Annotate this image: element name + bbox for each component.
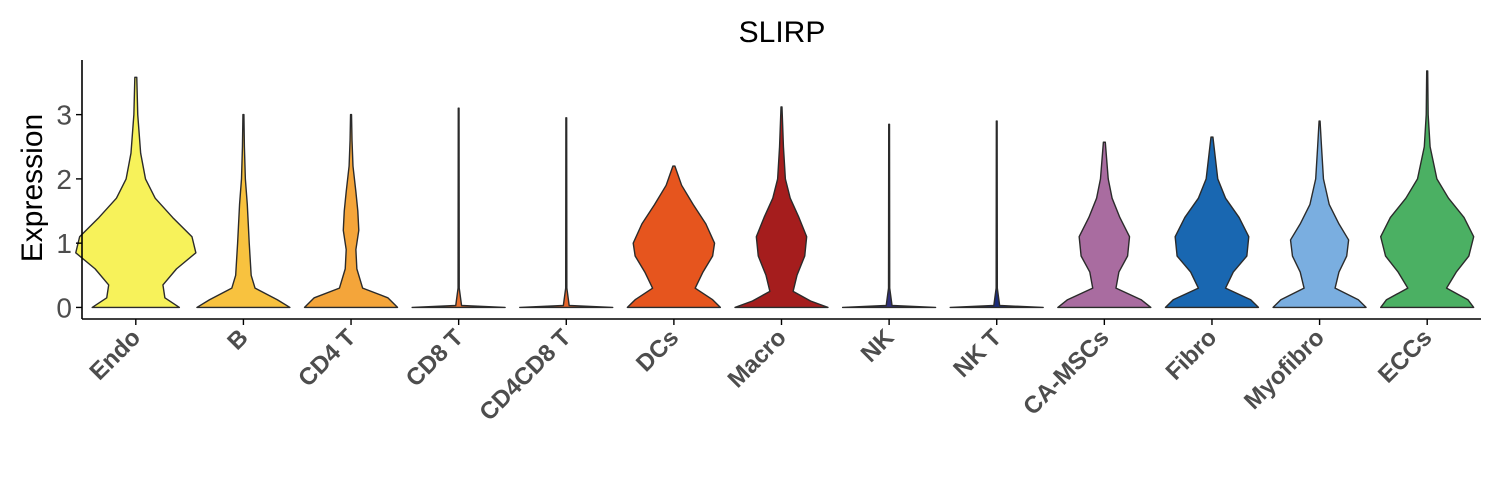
y-tick-label: 2 bbox=[56, 164, 72, 195]
x-tick-label: CA-MSCs bbox=[1018, 324, 1114, 420]
y-tick-label: 0 bbox=[56, 292, 72, 323]
violin-macro bbox=[734, 106, 829, 309]
violin-eccs bbox=[1380, 70, 1475, 309]
violin-dcs bbox=[626, 165, 722, 309]
violin-cd4cd8-t bbox=[519, 117, 614, 309]
x-axis-ticks: Endo B CD4 T CD8 T CD4CD8 T DCs Macro NK NK T CA-… bbox=[85, 319, 1437, 426]
x-tick-label: DCs bbox=[631, 324, 684, 377]
x-tick-label: CD8 T bbox=[401, 324, 469, 392]
x-tick-label: NK T bbox=[948, 324, 1007, 383]
violin-b bbox=[196, 113, 291, 309]
violin-cd8-t bbox=[411, 107, 506, 309]
x-tick-label: NK bbox=[856, 324, 900, 368]
x-tick-label: Myofibro bbox=[1239, 324, 1330, 415]
violin-cd4-t bbox=[303, 113, 399, 309]
violin-fibro bbox=[1164, 136, 1260, 309]
x-tick-label: Macro bbox=[723, 324, 792, 393]
chart-title: SLIRP bbox=[739, 16, 826, 49]
violin-endo bbox=[75, 76, 197, 309]
y-axis-label: Expression bbox=[16, 114, 49, 262]
x-tick-label: ECCs bbox=[1373, 324, 1437, 388]
x-tick-label: CD4CD8 T bbox=[474, 324, 576, 426]
violin-group bbox=[75, 70, 1475, 309]
x-tick-label: Fibro bbox=[1161, 324, 1223, 386]
violin-ca-mscs bbox=[1057, 141, 1152, 309]
violin-nk bbox=[841, 123, 937, 309]
y-tick-label: 1 bbox=[56, 228, 72, 259]
violin-myofibro bbox=[1272, 120, 1367, 309]
violin-nk-t bbox=[949, 120, 1044, 309]
x-tick-label: Endo bbox=[85, 324, 147, 386]
y-axis-ticks: 0 1 2 3 bbox=[56, 100, 82, 323]
x-tick-label: B bbox=[222, 324, 253, 355]
x-tick-label: CD4 T bbox=[293, 324, 361, 392]
y-tick-label: 3 bbox=[56, 100, 72, 131]
